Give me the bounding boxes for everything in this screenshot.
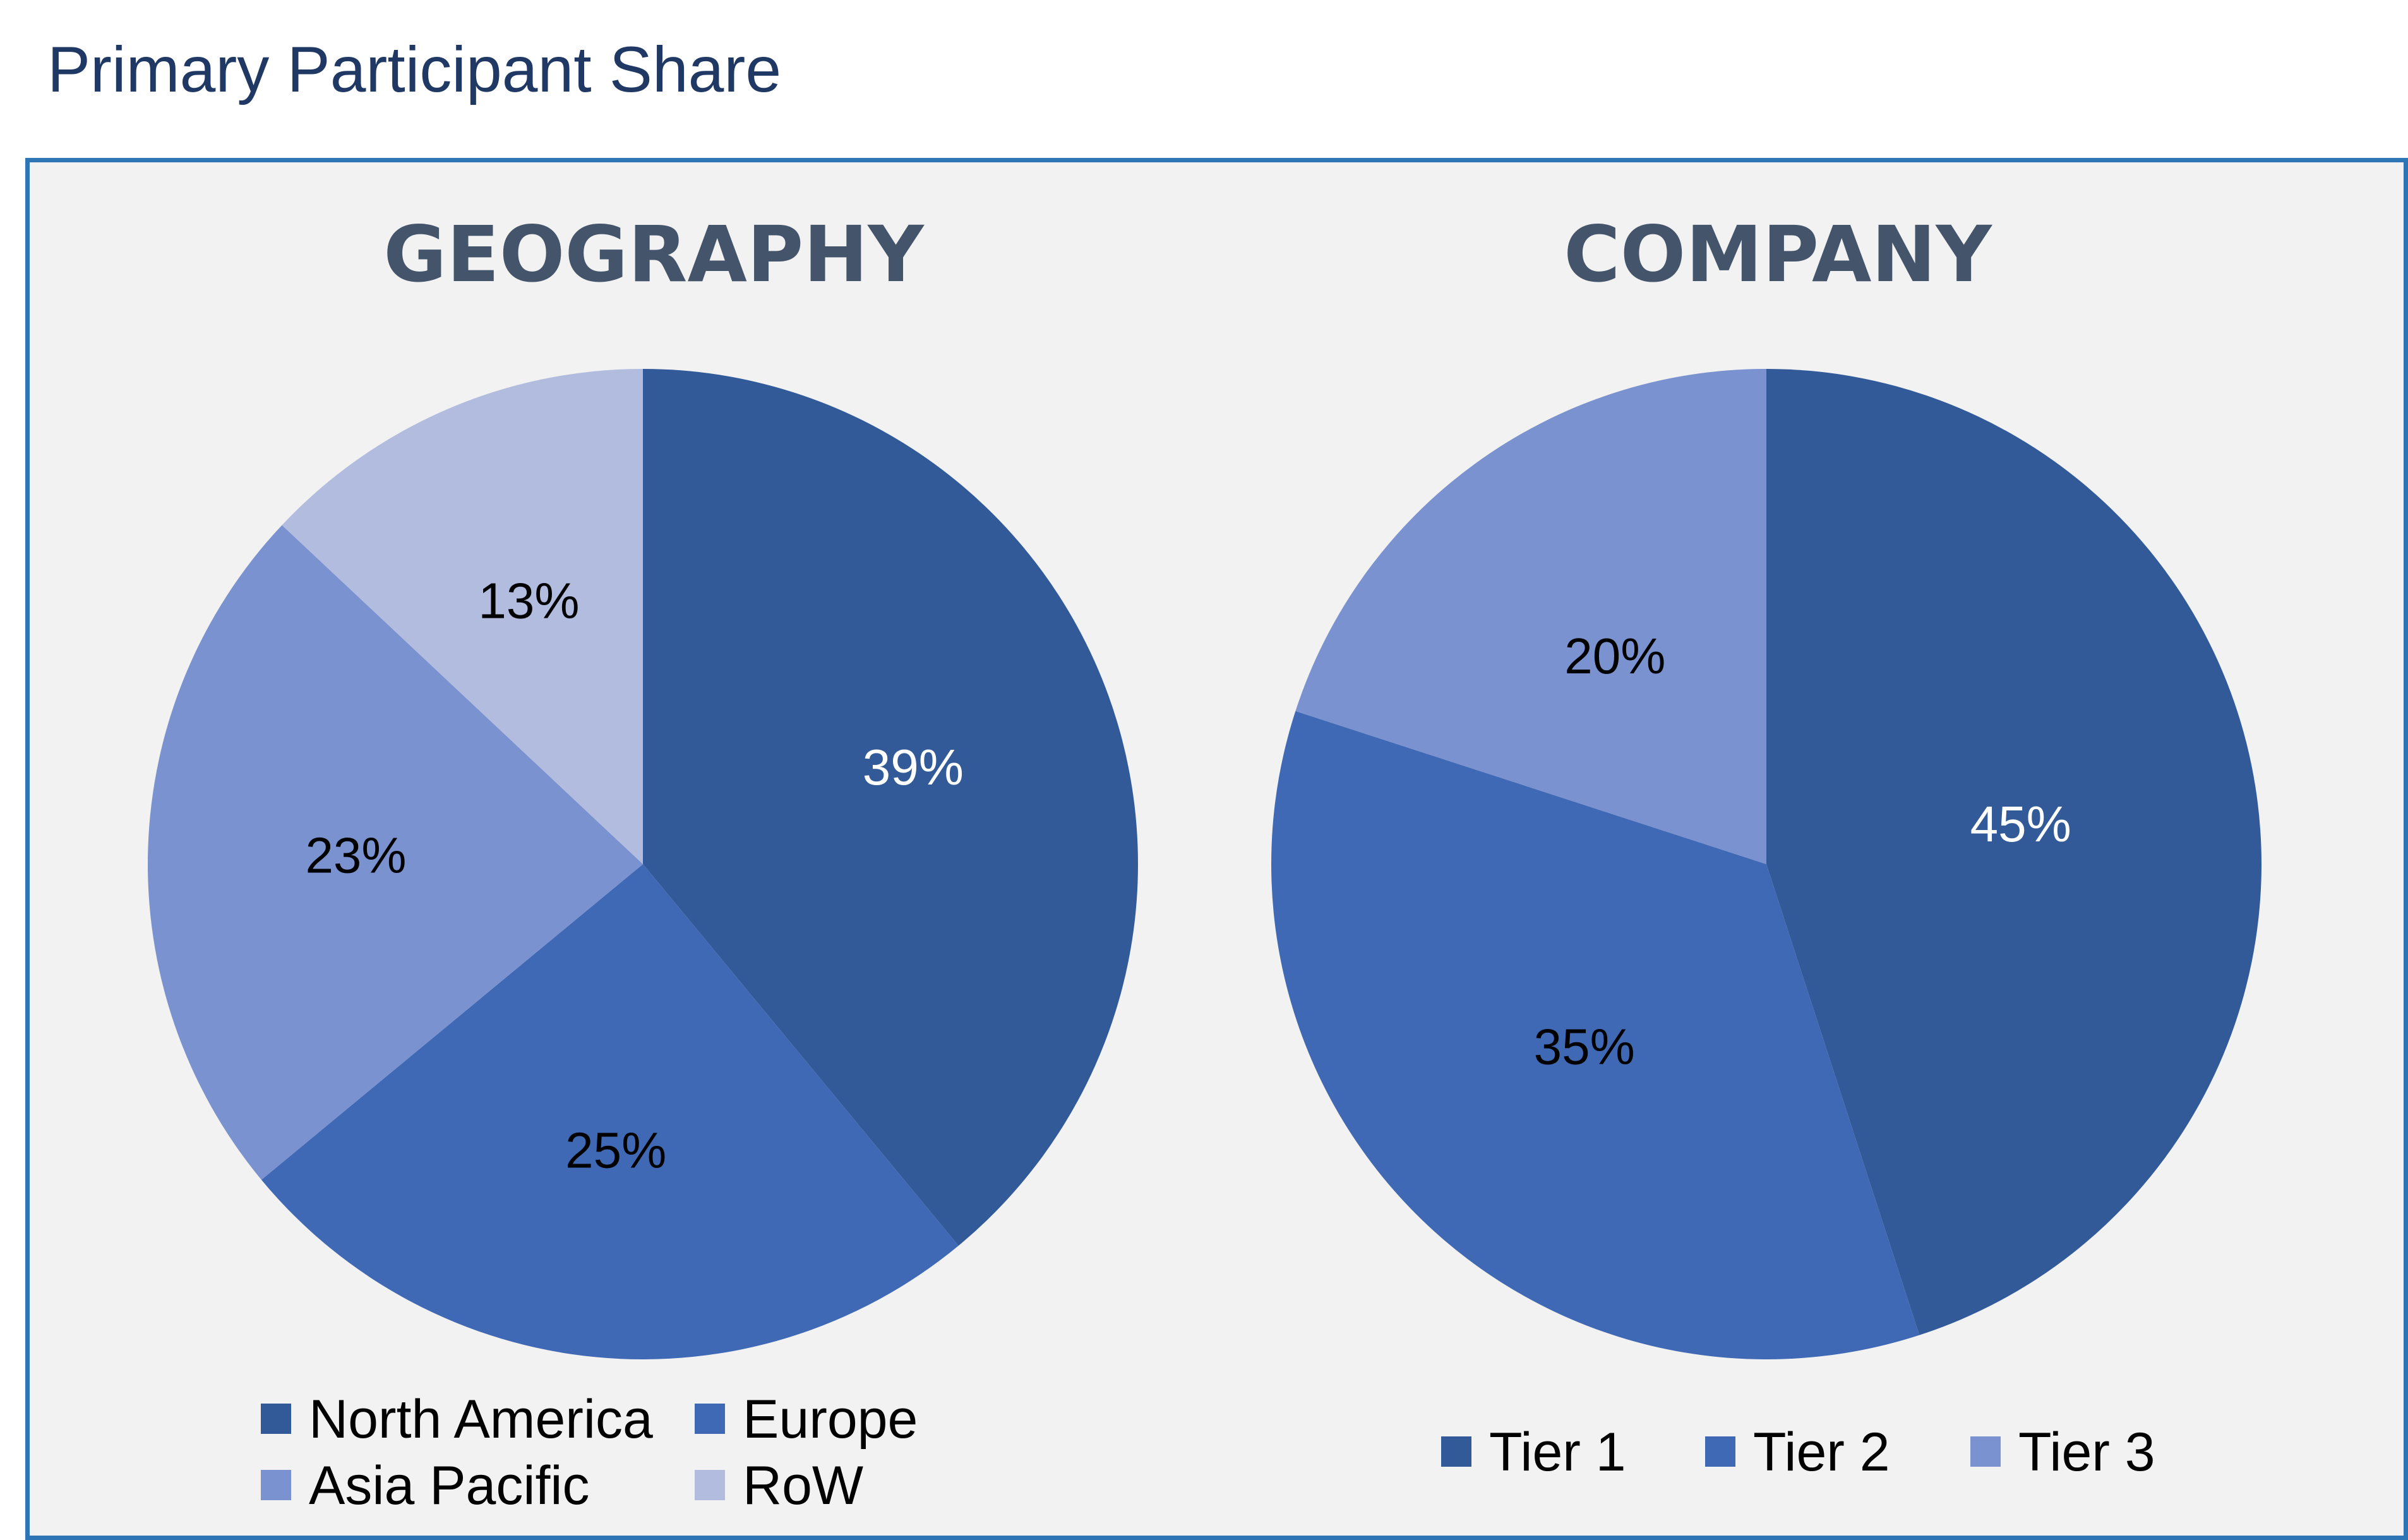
geography-pie-chart: GEOGRAPHY 39% 25% 23% 13% North America Europe…	[148, 210, 1138, 1516]
legend-swatch-tier-3	[1970, 1436, 2001, 1467]
pie-slice-tier-2	[1271, 711, 1920, 1359]
legend-swatch-asia-pacific	[261, 1470, 291, 1500]
legend-label-tier-2: Tier 2	[1753, 1422, 1890, 1483]
chart-title: GEOGRAPHY	[383, 210, 925, 299]
legend-label-north-america: North America	[309, 1389, 653, 1450]
legend-label-asia-pacific: Asia Pacific	[309, 1455, 590, 1516]
pie-slice-asia-pacific	[148, 525, 644, 1180]
chart-title: COMPANY	[1564, 210, 1992, 299]
page-title: Primary Participant Share	[47, 33, 782, 105]
pie-slice-tier-3	[1295, 369, 1766, 864]
legend: North America Europe Asia Pacific RoW	[261, 1389, 918, 1516]
slice-label-tier-3: 20%	[1564, 628, 1665, 684]
pie-slice-row	[282, 369, 643, 864]
pie-slice-north-america	[643, 369, 1138, 1246]
legend-swatch-row	[695, 1470, 725, 1500]
legend-label-tier-3: Tier 3	[2018, 1422, 2155, 1483]
legend-swatch-europe	[695, 1404, 725, 1434]
slice-label-asia-pacific: 23%	[305, 827, 406, 884]
legend-label-europe: Europe	[743, 1389, 918, 1450]
pie-slice-europe	[261, 864, 959, 1359]
slice-label-north-america: 39%	[863, 739, 964, 795]
company-pie-chart: COMPANY 45% 35% 20% Tier 1 Tier 2 Tier 3	[1271, 210, 2261, 1483]
legend-swatch-north-america	[261, 1404, 291, 1434]
legend-swatch-tier-2	[1705, 1436, 1735, 1467]
legend: Tier 1 Tier 2 Tier 3	[1441, 1422, 2155, 1483]
legend-label-tier-1: Tier 1	[1489, 1422, 1626, 1483]
pie-slice-tier-1	[1766, 369, 2261, 1335]
legend-swatch-tier-1	[1441, 1436, 1471, 1467]
slice-label-row: 13%	[478, 573, 579, 629]
slice-label-tier-2: 35%	[1534, 1018, 1635, 1074]
slice-label-europe: 25%	[565, 1122, 666, 1179]
legend-label-row: RoW	[743, 1455, 863, 1516]
slice-label-tier-1: 45%	[1970, 796, 2071, 852]
